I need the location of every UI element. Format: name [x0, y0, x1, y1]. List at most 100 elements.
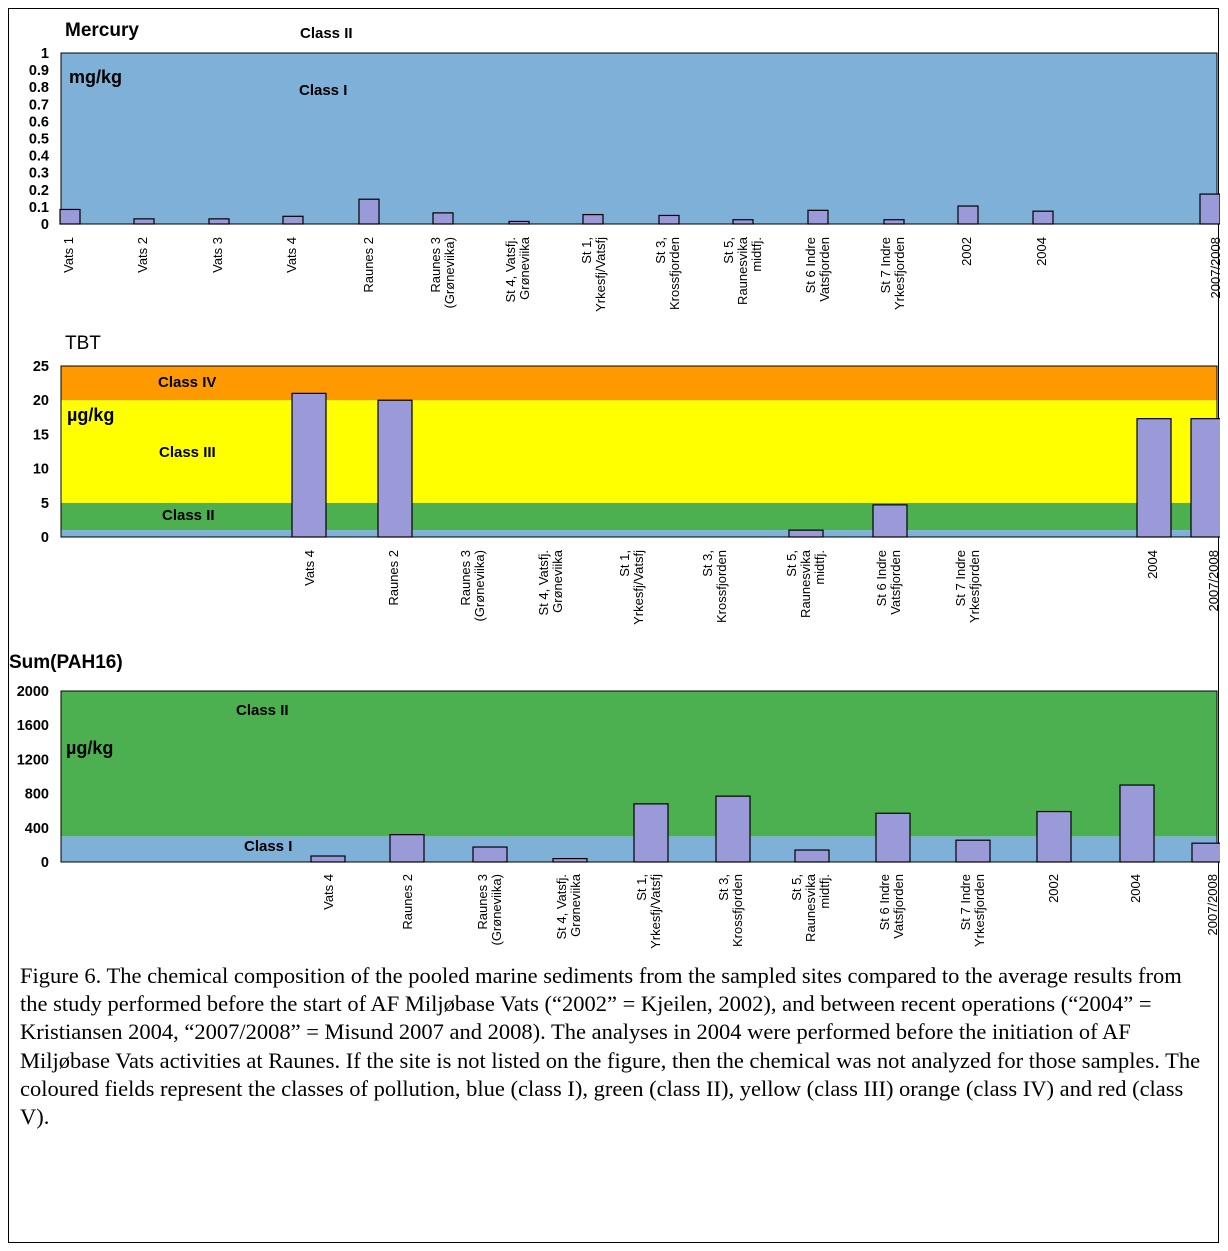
x-tick-label: St 3,Krossfjorden — [653, 237, 682, 310]
bar-1-7 — [872, 504, 908, 538]
class-label: Class I — [244, 838, 292, 855]
x-tick-label: St 7 IndreYrkesfjorden — [953, 550, 982, 623]
x-tick-label: Raunes 2 — [361, 237, 376, 293]
y-tick-label: 400 — [25, 821, 49, 837]
bar-2-2 — [472, 846, 508, 863]
bar-2-1 — [389, 834, 425, 863]
chart-title: Mercury — [65, 20, 139, 41]
y-tick-label: 0.4 — [29, 149, 49, 165]
bar-2-0 — [310, 855, 346, 863]
class-band — [61, 366, 1217, 401]
x-tick-label: St 4, Vatsfj.Grøneviika — [536, 549, 565, 615]
bar-2-8 — [955, 839, 991, 863]
x-tick-label: St 1,Yrkesfj/Vatsfj — [617, 550, 646, 625]
x-tick-label: Raunes 3(Grøneviika) — [458, 550, 487, 622]
bar-2-6 — [794, 849, 830, 863]
y-tick-label: 0.9 — [29, 63, 49, 79]
x-tick-label: St 1,Yrkesfj/Vatsfj — [579, 237, 608, 312]
x-tick-label: Raunes 3(Grøneviika) — [428, 237, 457, 309]
figure-frame: 0 0.1 0.2 0.3 0.4 0.5 0.6 0.7 0.8 0.9 1 Mercury mg/k… — [8, 8, 1220, 1243]
x-tick-label: Vats 1 — [61, 237, 76, 273]
class-band — [61, 53, 1217, 224]
x-tick-label: St 6 IndreVatsfjorden — [877, 874, 906, 939]
y-tick-label: 800 — [25, 787, 49, 803]
chart-title: Sum(PAH16) — [9, 652, 123, 673]
bar-0-9 — [732, 219, 754, 225]
x-tick-label: St 5,Raunesvikamidtfj. — [784, 549, 827, 618]
y-tick-label: 2000 — [17, 684, 49, 700]
bar-0-7 — [582, 213, 604, 225]
chart-0 — [59, 52, 1220, 225]
unit-label: µg/kg — [67, 405, 114, 425]
y-tick-label: 25 — [33, 359, 49, 375]
x-tick-label: 2002 — [1046, 874, 1061, 903]
bar-2-7 — [875, 812, 911, 863]
bar-1-6 — [788, 529, 824, 538]
bar-1-9 — [1136, 418, 1172, 538]
class-label: Class IV — [158, 374, 216, 391]
y-tick-label: 0 — [41, 530, 49, 546]
x-tick-label: 2002 — [959, 237, 974, 266]
y-tick-label: 1600 — [17, 718, 49, 734]
y-tick-label: 0.1 — [29, 200, 49, 216]
bar-2-4 — [633, 803, 669, 863]
x-tick-label: 2007/2008 — [1205, 874, 1220, 935]
plot-border — [60, 52, 1218, 225]
charts-svg: 00.10.20.30.40.50.60.70.80.91Mercurymg/k… — [9, 20, 1220, 949]
x-tick-label: Raunes 3(Grøneviika) — [475, 874, 504, 946]
figure-caption: Figure 6. The chemical composition of th… — [20, 963, 1201, 1130]
class-band — [61, 400, 1217, 503]
y-tick-label: 1200 — [17, 752, 49, 768]
bar-0-6 — [508, 220, 530, 225]
y-tick-label: 20 — [33, 393, 49, 409]
x-tick-label: St 6 IndreVatsfjorden — [803, 237, 832, 302]
y-tick-label: 10 — [33, 462, 49, 478]
x-tick-label: St 1,Yrkesfj/Vatsfj — [634, 874, 663, 949]
x-tick-label: St 5,Raunesvikamidtfj. — [721, 236, 764, 305]
bar-0-12 — [957, 205, 979, 225]
chart-title: TBT — [65, 333, 101, 354]
x-tick-label: Vats 3 — [210, 237, 225, 273]
bar-0-8 — [658, 214, 680, 225]
bar-0-11 — [883, 219, 905, 225]
y-tick-label: 1 — [41, 46, 49, 62]
x-tick-label: St 4, Vatsfj.Grøneviika — [554, 873, 583, 939]
bar-0-1 — [133, 218, 155, 225]
bar-2-10 — [1119, 784, 1155, 863]
unit-label: µg/kg — [66, 738, 113, 758]
class-label: Class I — [299, 82, 347, 99]
bar-0-5 — [432, 212, 454, 225]
class-label: Class II — [162, 507, 215, 524]
x-tick-label: Vats 2 — [135, 237, 150, 273]
y-tick-label: 0.8 — [29, 80, 49, 96]
y-tick-label: 15 — [33, 427, 49, 443]
class-label: Class II — [300, 25, 353, 42]
bar-0-10 — [807, 209, 829, 225]
x-tick-label: St 6 IndreVatsfjorden — [874, 550, 903, 615]
chart-1 — [60, 365, 1220, 538]
x-tick-label: Vats 4 — [284, 237, 299, 273]
unit-label: mg/kg — [69, 67, 122, 87]
y-tick-label: 0.3 — [29, 166, 49, 182]
x-tick-label: St 4, Vatsfj.Grøneviika — [503, 236, 532, 302]
bar-2-5 — [715, 795, 751, 863]
x-tick-label: St 3,Krossfjorden — [700, 550, 729, 623]
y-tick-label: 0.6 — [29, 114, 49, 130]
bar-0-0 — [59, 208, 81, 225]
bar-0-2 — [208, 218, 230, 225]
y-tick-label: 0.7 — [29, 97, 49, 113]
y-tick-label: 0.5 — [29, 132, 49, 148]
bar-1-10 — [1190, 418, 1220, 538]
x-tick-label: 2007/2008 — [1208, 237, 1220, 298]
class-label: Class II — [236, 702, 289, 719]
bar-2-11 — [1191, 842, 1220, 863]
y-tick-label: 5 — [41, 496, 49, 512]
chart-2 — [60, 690, 1220, 863]
y-tick-label: 0 — [41, 855, 49, 871]
x-tick-label: Vats 4 — [321, 874, 336, 910]
bar-1-0 — [291, 392, 327, 538]
x-tick-label: 2004 — [1128, 874, 1143, 903]
x-tick-label: St 7 IndreYrkesfjorden — [878, 237, 907, 310]
x-tick-label: 2007/2008 — [1206, 550, 1220, 611]
x-tick-label: St 7 IndreYrkesfjorden — [958, 874, 987, 947]
